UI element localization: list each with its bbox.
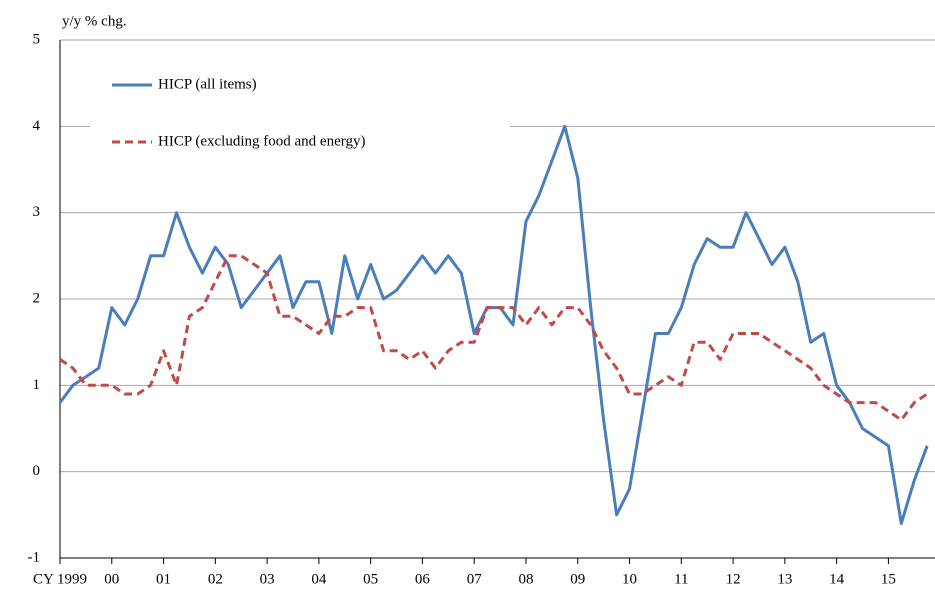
y-tick-label: 1 (33, 377, 41, 393)
x-tick-label: 10 (622, 571, 637, 587)
y-tick-label: 0 (33, 463, 41, 479)
x-tick-label: 02 (208, 571, 223, 587)
y-tick-label: 2 (33, 290, 41, 306)
legend-label: HICP (all items) (158, 76, 257, 92)
legend-box (90, 60, 510, 170)
x-tick-label: 07 (467, 571, 483, 587)
x-tick-label: 08 (518, 571, 533, 587)
x-tick-label: 03 (260, 571, 275, 587)
x-tick-label: 00 (104, 571, 119, 587)
y-tick-label: 3 (33, 204, 41, 220)
y-axis-label: y/y % chg. (62, 13, 127, 29)
x-tick-label: 14 (829, 571, 845, 587)
x-tick-label: 13 (777, 571, 792, 587)
x-tick-label: CY 1999 (33, 571, 87, 587)
x-tick-label: 01 (156, 571, 171, 587)
x-tick-label: 15 (881, 571, 896, 587)
x-tick-label: 06 (415, 571, 431, 587)
x-tick-label: 05 (363, 571, 378, 587)
x-tick-label: 11 (674, 571, 688, 587)
x-tick-label: 04 (311, 571, 327, 587)
y-tick-label: 5 (33, 31, 41, 47)
x-tick-label: 12 (726, 571, 741, 587)
y-tick-label: 4 (33, 118, 41, 134)
series-line (58, 124, 929, 525)
y-tick-label: -1 (28, 549, 41, 565)
legend-label: HICP (excluding food and energy) (158, 133, 365, 149)
x-tick-label: 09 (570, 571, 585, 587)
